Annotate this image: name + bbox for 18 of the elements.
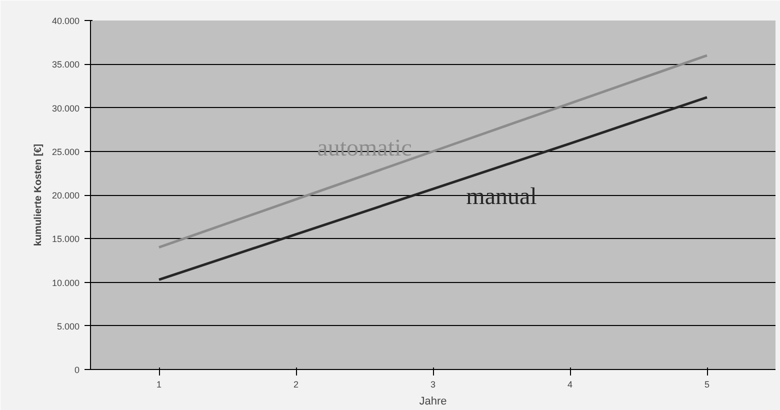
y-tick-label: 20.000 (52, 190, 80, 200)
y-tick-label: 0 (74, 365, 80, 375)
y-axis-title: kumulierte Kosten [€] (32, 144, 44, 246)
x-tick-label: 3 (430, 380, 436, 390)
y-tick-label: 35.000 (52, 60, 80, 70)
x-tick-label: 1 (156, 380, 162, 390)
x-tick-label: 4 (567, 380, 573, 390)
y-tick-label: 30.000 (52, 103, 80, 114)
y-tick-label: 15.000 (52, 234, 80, 244)
y-tick-label: 10.000 (52, 278, 80, 288)
y-tick-label: 40.000 (52, 16, 80, 26)
y-tick-label: 25.000 (52, 146, 80, 157)
x-tick-label: 5 (704, 380, 710, 390)
x-tick-label: 2 (293, 380, 299, 390)
line-series (158, 96, 708, 281)
y-tick-label: 5.000 (56, 321, 80, 332)
x-axis-title: Jahre (419, 396, 447, 408)
line-series (158, 54, 708, 249)
